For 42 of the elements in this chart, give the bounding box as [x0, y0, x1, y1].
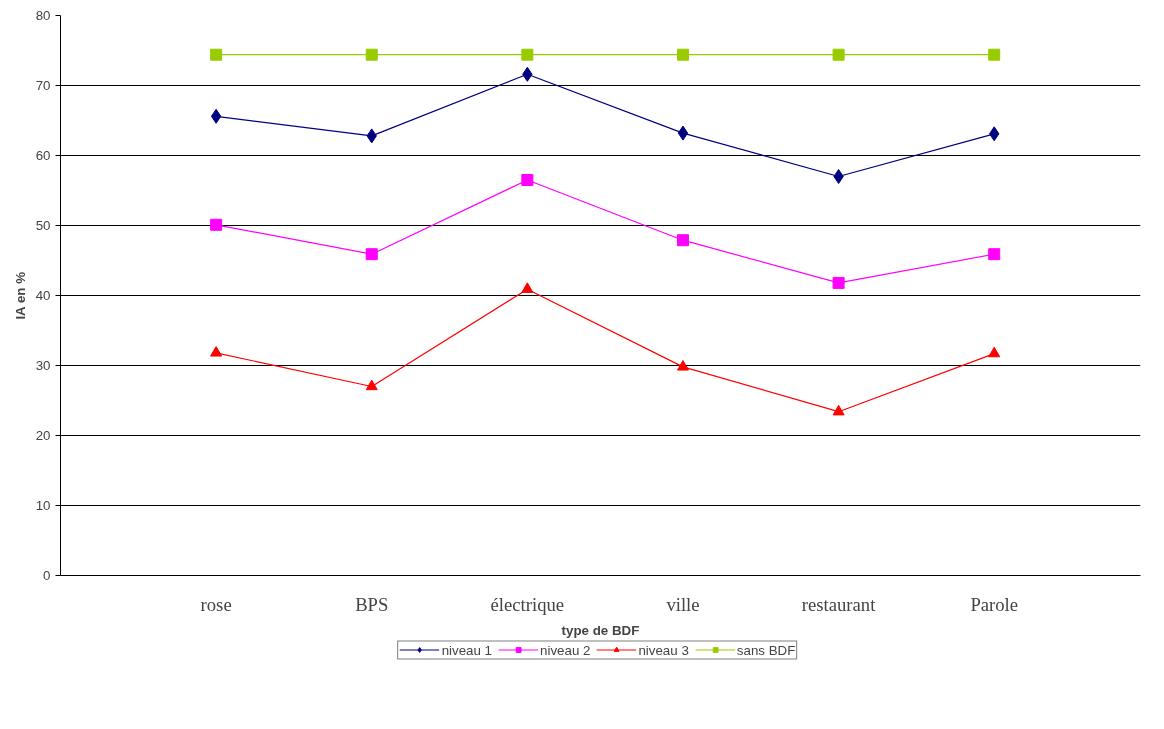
- x-tick-label: ville: [666, 593, 700, 615]
- legend-label: sans BDF: [736, 642, 796, 657]
- point: [832, 276, 845, 289]
- point: [210, 108, 222, 124]
- x-tick-label: BPS: [355, 593, 389, 615]
- point: [210, 48, 223, 61]
- point: [365, 248, 378, 261]
- y-tick-label: 0: [43, 568, 51, 583]
- legend-label: niveau 2: [540, 642, 591, 657]
- point: [521, 48, 534, 61]
- point: [988, 48, 1001, 61]
- point: [677, 125, 689, 141]
- point: [210, 218, 223, 231]
- legend-label: niveau 1: [441, 642, 493, 657]
- point: [210, 346, 223, 357]
- point: [833, 169, 844, 184]
- y-tick-label: 40: [35, 288, 51, 303]
- x-tick-label: rose: [200, 593, 232, 615]
- point: [988, 346, 1001, 358]
- point: [365, 48, 378, 61]
- y-tick-label: 50: [35, 218, 51, 233]
- y-tick-label: 30: [35, 358, 51, 373]
- y-tick-label: 20: [35, 428, 51, 443]
- point: [365, 379, 378, 391]
- y-tick-label: 80: [35, 8, 51, 23]
- legend-label: niveau 3: [638, 642, 689, 657]
- x-tick-label: électrique: [490, 593, 565, 615]
- y-tick-label: 60: [35, 148, 51, 163]
- point: [521, 174, 534, 186]
- point: [676, 48, 689, 61]
- y-tick-label: 70: [35, 78, 51, 93]
- point: [676, 234, 689, 247]
- point: [832, 404, 845, 416]
- x-axis-title: type de BDF: [561, 622, 640, 638]
- y-axis-title: IA en %: [12, 271, 28, 320]
- point: [832, 48, 845, 61]
- point: [521, 282, 534, 293]
- y-tick-label: 10: [35, 498, 51, 513]
- x-tick-label: restaurant: [801, 593, 877, 615]
- point: [676, 360, 689, 371]
- x-tick-label: Parole: [970, 593, 1019, 615]
- point: [988, 248, 1001, 261]
